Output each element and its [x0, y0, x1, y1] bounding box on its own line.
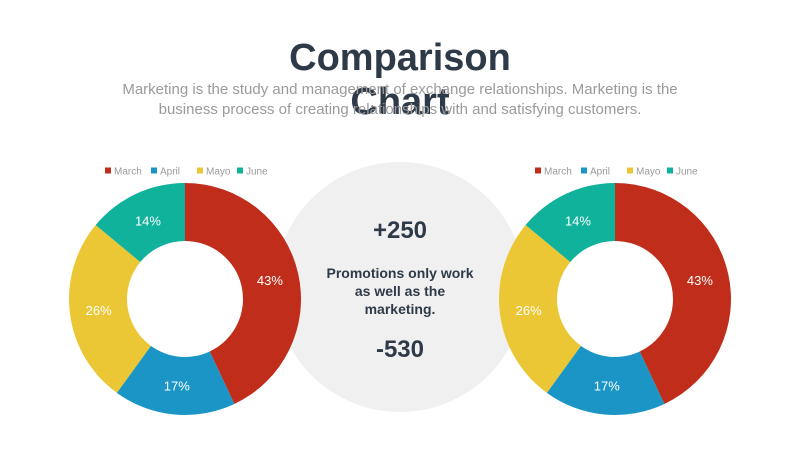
page-title: Comparison Chart — [0, 36, 800, 124]
donut-left-slice-label-mayo: 26% — [86, 303, 112, 318]
legend-left-label-april: April — [160, 167, 180, 178]
bottom-stat-value: -530 — [375, 336, 425, 363]
legend-right-swatch-mayo — [627, 167, 633, 174]
donut-right-slice-march — [615, 183, 731, 404]
donut-left-slice-label-march: 43% — [257, 273, 283, 288]
legend-right-label-june: June — [676, 167, 698, 178]
legend-right-label-april: April — [590, 167, 610, 178]
legend-right-swatch-april — [581, 167, 587, 174]
center-highlight-circle: +250 Promotions only work as well as the… — [275, 162, 525, 412]
subtitle: Marketing is the study and management of… — [122, 81, 678, 118]
legend-right-label-mayo: Mayo — [636, 167, 661, 178]
legend-left-label-mayo: Mayo — [206, 167, 231, 178]
donut-right-slice-june — [525, 183, 615, 263]
legend-right-label-march: March — [544, 167, 572, 178]
center-tagline: Promotions only work as well as the mark… — [326, 265, 474, 317]
donut-left-slice-label-april: 17% — [164, 379, 190, 394]
legend-left-label-june: June — [246, 167, 268, 178]
donut-right-slice-label-april: 17% — [594, 379, 620, 394]
donut-left-slice-march — [185, 183, 301, 404]
donut-left-slice-mayo — [68, 225, 151, 393]
title-line-1: Comparison — [289, 37, 511, 79]
donut-right-slice-label-march: 43% — [687, 273, 713, 288]
legend-left-swatch-march — [105, 167, 111, 174]
legend-right-swatch-june — [667, 167, 673, 174]
donut-left-slice-april — [116, 345, 235, 415]
title-line-2: Chart — [350, 81, 450, 123]
legend-right-swatch-march — [535, 167, 541, 174]
legend-left-swatch-june — [237, 167, 243, 174]
legend-left-label-march: March — [114, 167, 142, 178]
donut-right-slice-label-june: 14% — [565, 213, 591, 228]
top-stat-value: +250 — [372, 217, 428, 244]
donut-left-slice-june — [95, 183, 185, 263]
donut-right-slice-mayo — [499, 225, 581, 393]
legend-left-swatch-mayo — [197, 167, 203, 174]
legend-left-swatch-april — [151, 167, 157, 174]
donut-right-slice-label-mayo: 26% — [516, 303, 542, 318]
donut-right-slice-april — [546, 345, 665, 415]
donut-left-slice-label-june: 14% — [135, 213, 161, 228]
